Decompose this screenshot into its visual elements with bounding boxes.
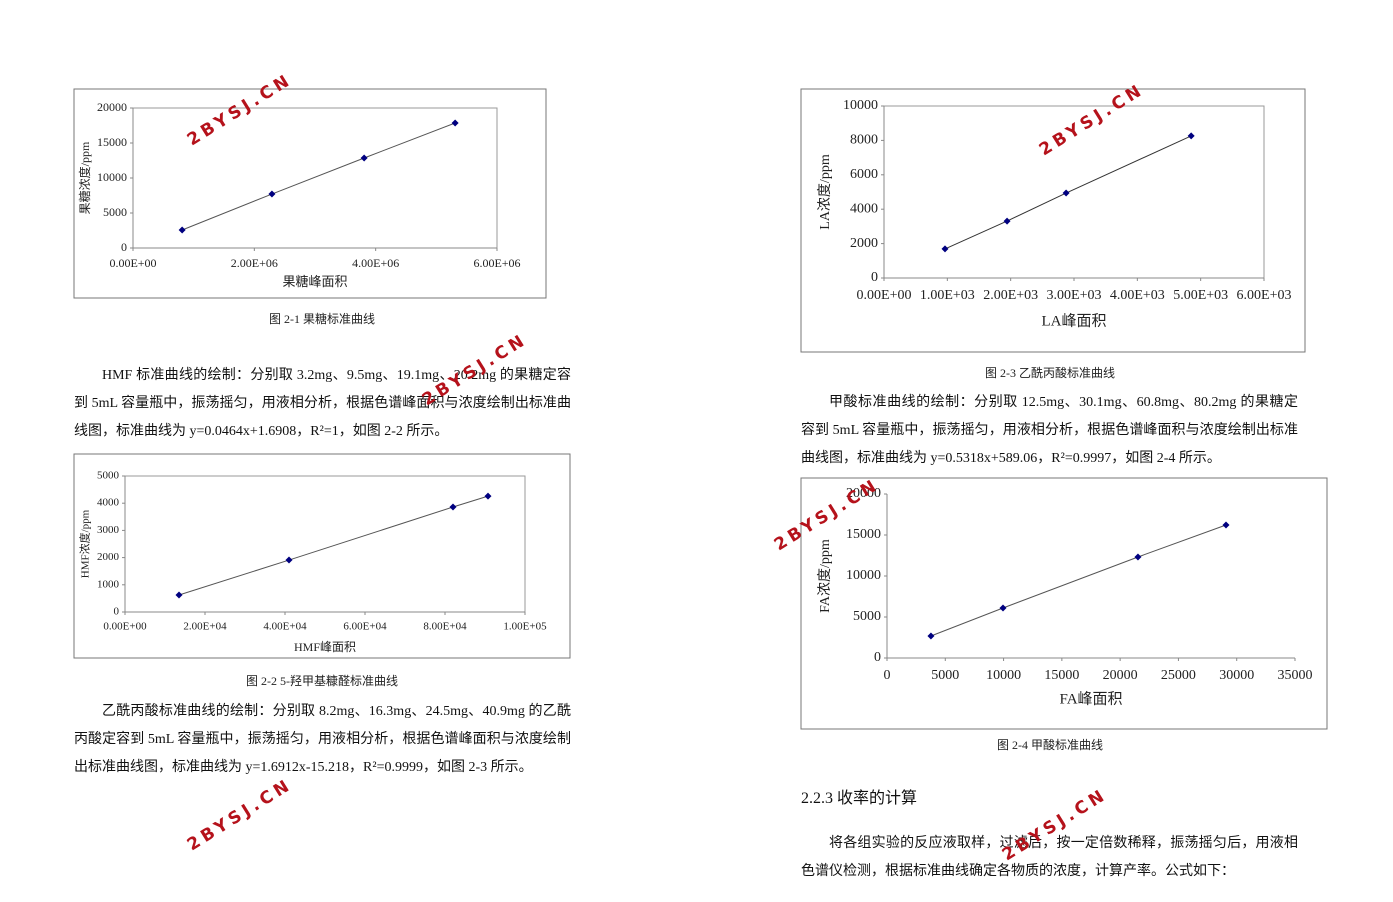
caption: 图 2-2 5-羟甲基糠醛标准曲线 [246, 673, 398, 688]
x-tick-label: 0.00E+00 [103, 621, 147, 633]
chart-frame [800, 477, 1328, 730]
y-tick-label: 15000 [97, 135, 127, 149]
y-tick-label: 5000 [103, 205, 127, 219]
y-axis-title: LA浓度/ppm [817, 154, 833, 230]
caption: 图 2-4 甲酸标准曲线 [997, 737, 1103, 752]
data-point [1222, 521, 1230, 529]
x-tick-label: 0.00E+00 [857, 288, 912, 303]
y-axis-title: FA浓度/ppm [817, 539, 833, 613]
y-tick-label: 10000 [846, 568, 881, 583]
y-tick-label: 6000 [850, 167, 878, 182]
x-axis-title: 果糖峰面积 [282, 274, 347, 289]
chart-frame [73, 88, 547, 299]
data-point [360, 154, 368, 162]
data-point [1134, 553, 1142, 561]
x-tick-label: 35000 [1278, 668, 1313, 683]
data-point [927, 632, 935, 640]
data-point [1062, 189, 1070, 197]
paragraph: 乙酰丙酸标准曲线的绘制：分别取 8.2mg、16.3mg、24.5mg、40.9… [74, 704, 571, 775]
data-line [930, 524, 1227, 637]
data-point [484, 492, 492, 500]
y-tick-label: 0 [121, 240, 127, 254]
caption: 图 2-3 乙酰丙酸标准曲线 [985, 365, 1115, 380]
x-tick-label: 25000 [1161, 668, 1196, 683]
x-tick-label: 30000 [1219, 668, 1254, 683]
y-tick-label: 4000 [97, 497, 120, 509]
y-tick-label: 10000 [843, 98, 878, 113]
plot-area [124, 475, 526, 613]
x-axis-title: FA峰面积 [1059, 690, 1122, 707]
x-tick-label: 1.00E+03 [920, 288, 975, 303]
x-tick-label: 2.00E+06 [231, 256, 278, 270]
paragraph: HMF 标准曲线的绘制：分别取 3.2mg、9.5mg、19.1mg、20.2m… [74, 368, 571, 439]
data-point [999, 604, 1007, 612]
y-tick-label: 10000 [97, 170, 127, 184]
x-tick-label: 6.00E+03 [1237, 288, 1292, 303]
x-tick-label: 4.00E+06 [352, 256, 399, 270]
y-tick-label: 4000 [850, 201, 878, 216]
data-point [449, 503, 457, 511]
y-tick-label: 5000 [853, 609, 881, 624]
data-point [451, 119, 459, 127]
y-tick-label: 2000 [97, 551, 120, 563]
caption: 图 2-1 果糖标准曲线 [269, 311, 375, 326]
data-line [181, 122, 456, 231]
y-tick-label: 20000 [97, 100, 127, 114]
x-tick-label: 5000 [931, 668, 959, 683]
x-tick-label: 4.00E+04 [263, 621, 307, 633]
data-point [941, 245, 949, 253]
y-axis-title: 果糖浓度/ppm [77, 141, 92, 214]
y-tick-label: 15000 [846, 527, 881, 542]
section-heading: 2.2.3 收率的计算 [801, 790, 918, 807]
y-tick-label: 8000 [850, 133, 878, 148]
chart-frame [73, 453, 571, 659]
y-tick-label: 0 [114, 606, 120, 618]
x-tick-label: 2.00E+04 [183, 621, 227, 633]
data-point [178, 226, 186, 234]
x-tick-label: 20000 [1103, 668, 1138, 683]
data-point [175, 591, 183, 599]
x-tick-label: 5.00E+03 [1173, 288, 1228, 303]
data-point [285, 556, 293, 564]
x-tick-label: 4.00E+03 [1110, 288, 1165, 303]
data-line [178, 495, 489, 596]
x-tick-label: 6.00E+04 [343, 621, 387, 633]
chart-frame [800, 88, 1306, 353]
plot-area [883, 105, 1265, 279]
plot-area [132, 107, 498, 249]
data-point [1003, 217, 1011, 225]
x-tick-label: 2.00E+03 [983, 288, 1038, 303]
y-tick-label: 0 [874, 650, 881, 665]
y-tick-label: 3000 [97, 524, 120, 536]
paragraph: 将各组实验的反应液取样，过滤后，按一定倍数稀释，振荡摇匀后，用液相色谱仪检测，根… [801, 836, 1298, 879]
x-tick-label: 0 [884, 668, 891, 683]
x-tick-label: 10000 [986, 668, 1021, 683]
x-tick-label: 3.00E+03 [1047, 288, 1102, 303]
paragraph: 甲酸标准曲线的绘制：分别取 12.5mg、30.1mg、60.8mg、80.2m… [801, 395, 1298, 466]
y-tick-label: 5000 [97, 470, 120, 482]
data-point [268, 190, 276, 198]
data-line [944, 135, 1192, 250]
x-axis-title: HMF峰面积 [294, 640, 356, 654]
x-tick-label: 1.00E+05 [503, 621, 547, 633]
x-tick-label: 0.00E+00 [109, 256, 156, 270]
y-tick-label: 0 [871, 270, 878, 285]
y-tick-label: 2000 [850, 236, 878, 251]
y-axis-title: HMF浓度/ppm [78, 509, 92, 578]
data-point [1187, 132, 1195, 140]
x-tick-label: 6.00E+06 [473, 256, 520, 270]
y-tick-label: 20000 [846, 486, 881, 501]
x-tick-label: 8.00E+04 [423, 621, 467, 633]
y-tick-label: 1000 [97, 578, 120, 590]
x-tick-label: 15000 [1044, 668, 1079, 683]
x-axis-title: LA峰面积 [1042, 312, 1107, 329]
